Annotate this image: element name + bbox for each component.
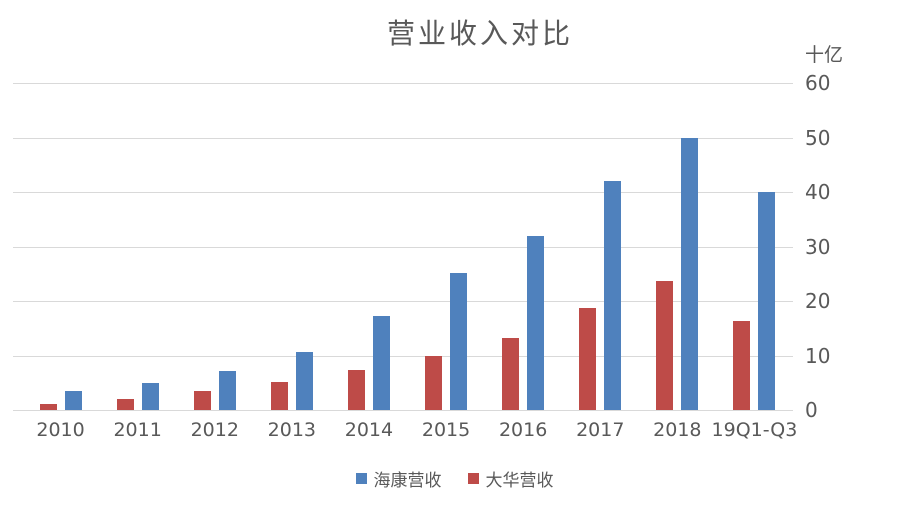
x-axis-label-2012: 2012	[190, 419, 239, 441]
y-axis-tick	[13, 301, 22, 302]
x-axis-label-2010: 2010	[36, 419, 85, 441]
bar-大华营收-2018	[656, 281, 674, 410]
legend-item-大华营收: 大华营收	[467, 466, 554, 491]
gridline-y-20	[22, 301, 793, 302]
x-axis-label-2011: 2011	[113, 419, 162, 441]
bar-海康营收-2016	[527, 235, 545, 410]
bar-大华营收-2014	[347, 370, 365, 410]
y-axis-label-60: 60	[805, 71, 831, 95]
bar-海康营收-2011	[141, 382, 159, 410]
gridline-y-0	[22, 410, 793, 411]
bar-大华营收-2011	[116, 399, 134, 410]
bar-海康营收-2010	[64, 390, 82, 410]
bar-海康营收-2013	[295, 351, 313, 410]
x-axis-label-19Q1-Q3: 19Q1-Q3	[711, 419, 798, 441]
x-axis-label-2017: 2017	[576, 419, 625, 441]
chart-title: 营业收入对比	[386, 17, 573, 50]
legend-swatch-icon	[467, 473, 479, 484]
bar-大华营收-2015	[425, 355, 443, 410]
y-axis-label-0: 0	[805, 398, 818, 422]
x-axis-label-2018: 2018	[653, 419, 702, 441]
x-axis-label-2016: 2016	[498, 419, 548, 441]
x-axis-label-2013: 2013	[267, 419, 317, 441]
gridline-y-10	[22, 355, 793, 357]
chart-legend: 海康营收 大华营收	[0, 466, 909, 491]
y-axis-label-30: 30	[805, 234, 831, 259]
legend-label: 大华营收	[485, 471, 554, 491]
gridline-y-30	[22, 246, 793, 248]
bar-海康营收-2018	[681, 137, 699, 410]
bar-大华营收-2010	[39, 404, 57, 410]
y-axis-tick	[13, 137, 22, 139]
legend-item-海康营收: 海康营收	[355, 466, 442, 491]
legend-label: 海康营收	[373, 471, 442, 491]
bar-海康营收-2012	[218, 371, 236, 410]
y-axis-tick	[13, 410, 22, 411]
x-axis-label-2015: 2015	[421, 419, 471, 441]
y-axis-unit-label: 十亿	[805, 44, 844, 66]
bar-大华营收-2016	[502, 337, 520, 410]
y-axis-tick	[13, 355, 22, 357]
y-axis-tick	[13, 246, 22, 248]
plot-area	[22, 83, 793, 411]
y-axis-label-40: 40	[805, 180, 831, 204]
y-axis-label-10: 10	[805, 343, 831, 368]
bar-大华营收-2012	[193, 390, 211, 410]
y-axis-label-50: 50	[805, 125, 831, 150]
bar-海康营收-2014	[372, 316, 390, 410]
bar-海康营收-2017	[604, 181, 622, 410]
bar-大华营收-19Q1-Q3	[733, 321, 751, 410]
gridline-y-40	[22, 192, 793, 193]
gridline-y-60	[22, 83, 793, 84]
gridline-y-50	[22, 137, 793, 139]
y-axis-tick	[13, 192, 22, 193]
x-axis-label-2014: 2014	[344, 419, 394, 441]
bar-大华营收-2013	[270, 381, 288, 410]
y-axis-label-20: 20	[805, 289, 831, 313]
bar-大华营收-2017	[579, 308, 597, 410]
bar-海康营收-19Q1-Q3	[758, 192, 776, 410]
legend-swatch-icon	[355, 473, 367, 484]
y-axis-tick	[13, 83, 22, 84]
bar-海康营收-2015	[450, 272, 468, 410]
